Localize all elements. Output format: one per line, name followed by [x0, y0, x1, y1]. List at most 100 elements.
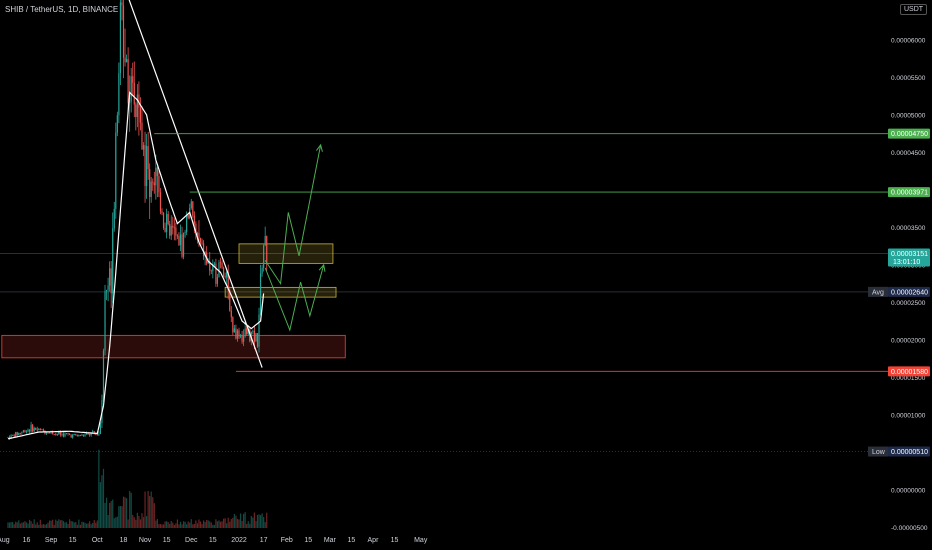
volume-bar [204, 521, 206, 528]
candle-body [196, 232, 199, 235]
candle-body [52, 431, 54, 435]
volume-bar [173, 524, 175, 528]
volume-bar [202, 520, 205, 528]
volume-bar [155, 520, 157, 528]
tag-box [888, 248, 930, 267]
candle-body [184, 232, 186, 234]
volume-bar [239, 513, 242, 528]
volume-bar [266, 512, 268, 528]
candle-body [75, 434, 77, 436]
volume-bar [132, 514, 134, 528]
volume-bars [7, 449, 268, 528]
candle-body [138, 94, 140, 108]
candle-body [129, 101, 131, 104]
x-tick-label: Apr [368, 537, 380, 544]
candle-body [116, 115, 118, 133]
candle-body [209, 261, 211, 271]
volume-bar [44, 524, 46, 528]
tag-box [888, 446, 930, 457]
y-tick-label: 0.00002500 [891, 300, 926, 307]
volume-bar [93, 520, 95, 528]
candle-body [55, 433, 57, 435]
volume-bar [72, 521, 74, 528]
volume-bar [130, 492, 132, 528]
candle-body [166, 213, 168, 232]
candle-body [219, 262, 222, 264]
forecast-path-lower [264, 264, 325, 332]
candle-body [172, 225, 174, 228]
volume-bar [27, 523, 29, 528]
candle-body [202, 243, 205, 257]
y-tick-label: 0.00000000 [891, 487, 926, 494]
volume-bar [247, 521, 249, 528]
candle-body [135, 104, 137, 118]
price-tag-avg: Avg 0.00002640 [868, 286, 930, 297]
candle-body [133, 82, 135, 105]
x-tick-label: May [414, 537, 428, 544]
candle-body [18, 432, 20, 436]
volume-bar [141, 513, 143, 528]
candle-body [224, 276, 226, 278]
tag-value: 0.00003971 [891, 190, 928, 197]
volume-bar [218, 520, 220, 528]
volume-bar [50, 520, 52, 528]
tag-prefix-box [868, 446, 888, 457]
volume-bar [144, 491, 146, 528]
candle-body [186, 214, 188, 233]
volume-bar [92, 522, 94, 528]
currency-badge[interactable]: USDT [900, 4, 928, 15]
candle-body [179, 234, 182, 246]
candle-body [35, 428, 37, 430]
candle-body [193, 215, 195, 224]
candle-body [102, 350, 105, 401]
candle-body [155, 167, 157, 186]
tag-value: 0.00003151 [891, 251, 928, 258]
forecast-path-lower-arrowhead [318, 263, 326, 272]
volume-bar [70, 521, 72, 528]
volume-bar [110, 501, 112, 528]
volume-bar [263, 517, 265, 528]
y-axis[interactable]: 0.00006000 0.00005500 0.00005000 0.00004500… [891, 37, 928, 531]
candle-body [164, 227, 166, 232]
candle-body [187, 214, 189, 218]
candle-body [78, 435, 80, 437]
volume-bar [152, 497, 154, 528]
candle-body [45, 432, 48, 434]
candle-body [266, 236, 268, 263]
volume-bar [259, 515, 262, 528]
candle-body [107, 285, 109, 290]
y-tick-label: 0.00004500 [891, 150, 926, 157]
tag-prefix: Avg [872, 289, 884, 296]
candle-body [236, 330, 239, 339]
price-tag-target-1: 0.00003971 [888, 187, 930, 198]
volume-bar [230, 518, 232, 528]
volume-bar [198, 519, 200, 528]
candle-body [8, 437, 11, 439]
candle-body [226, 271, 228, 278]
candle-body [195, 223, 197, 235]
candle-body [130, 76, 132, 102]
candle-body [255, 333, 257, 342]
volume-bar [129, 491, 131, 528]
x-tick-label: 15 [163, 537, 171, 544]
volume-bar [207, 520, 209, 528]
volume-bar [121, 506, 123, 528]
candle-body [170, 225, 172, 236]
candle-body [95, 433, 97, 435]
volume-bar [112, 499, 114, 528]
volume-bar [223, 518, 225, 528]
candle-body [152, 181, 154, 183]
candle-body [42, 429, 45, 431]
volume-bar [146, 516, 148, 528]
volume-bar [186, 524, 188, 528]
x-tick-label: 2022 [231, 537, 247, 544]
candle-body [169, 224, 171, 236]
tag-value: 0.00000510 [891, 449, 928, 456]
x-axis[interactable]: Aug 16 Sep 15 Oct 18 Nov 15 Dec 15 2022 17 Feb 15 Mar 1… [0, 537, 428, 544]
volume-bar [104, 502, 106, 528]
candle-body [105, 289, 108, 292]
candle-body [201, 242, 203, 244]
volume-bar [224, 518, 226, 528]
